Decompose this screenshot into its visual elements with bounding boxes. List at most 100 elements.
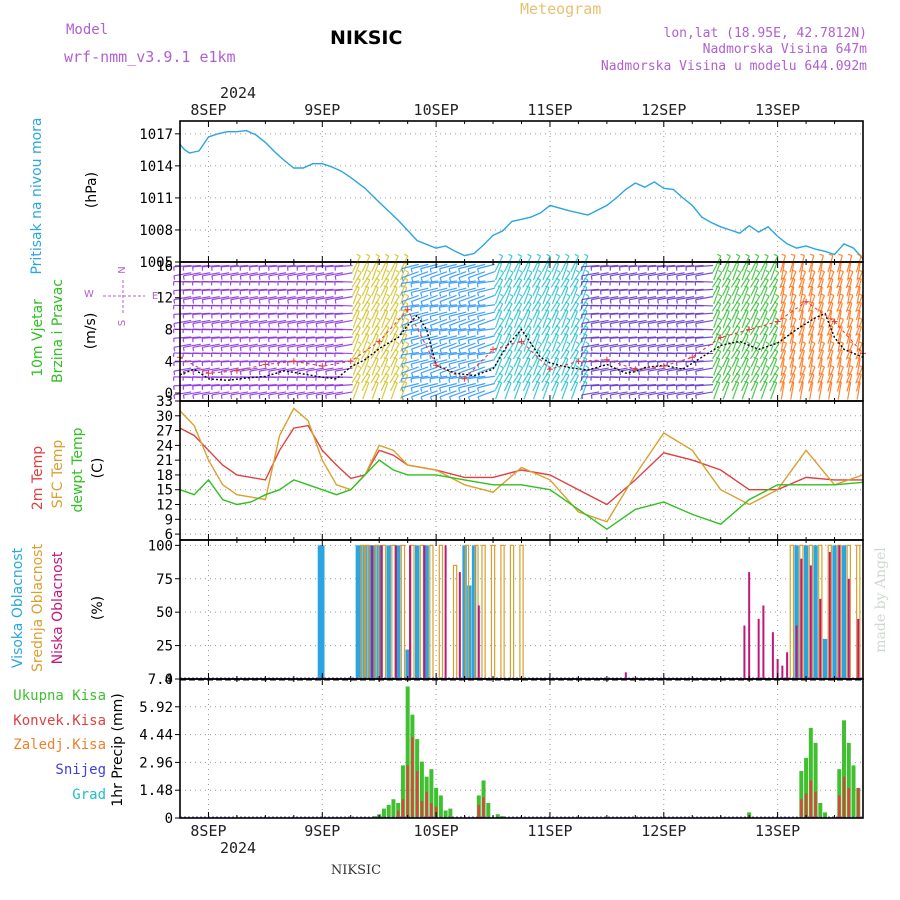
wind-barb-tick <box>609 299 612 304</box>
cloud-bar-mid <box>481 544 486 680</box>
wind-barb-tick <box>467 348 471 354</box>
wind-barb <box>503 296 514 312</box>
wind-barb <box>817 326 824 344</box>
wind-barb <box>467 304 486 308</box>
wind-barb <box>713 358 721 376</box>
wind-barb-tick <box>249 275 252 280</box>
cloud-bar-low <box>781 665 784 679</box>
wind-barb <box>855 271 863 289</box>
wind-barb <box>638 296 657 301</box>
wind-barb <box>351 343 362 360</box>
cloud-bar-high <box>405 649 410 679</box>
wind-barb-tick <box>666 394 669 400</box>
wind-barb <box>352 287 360 305</box>
wind-barb-tick <box>357 365 362 369</box>
wind-barb <box>541 272 552 288</box>
wind-barb-tick <box>420 277 423 282</box>
wind-barb <box>494 311 503 328</box>
cloud-bar-mid <box>500 544 505 680</box>
wind-barb <box>570 351 580 368</box>
wind-barb <box>730 367 742 384</box>
wind-barb-tick <box>746 269 751 274</box>
cloud-bar-low <box>800 558 803 679</box>
temperature-ytick-label: 6 <box>165 527 173 543</box>
wind-barb <box>297 391 315 396</box>
wind-barb <box>381 358 389 376</box>
cloud-bar-mid <box>365 544 370 680</box>
wind-barb-tick <box>727 269 732 274</box>
precip-bar-conv <box>425 791 428 818</box>
wind-barb <box>619 312 638 315</box>
wind-barb <box>389 296 400 312</box>
cloud-ytick-label: 50 <box>156 605 173 621</box>
wind-barb <box>740 272 751 288</box>
wind-barb <box>389 367 400 384</box>
precip-bar-conv <box>406 765 409 818</box>
wind-barb <box>381 334 389 352</box>
wind-barb <box>570 374 580 392</box>
wind-barb <box>430 359 448 365</box>
wind-barb <box>732 263 740 281</box>
wind-barb <box>750 255 760 273</box>
wind-barb <box>360 319 372 336</box>
wind-barb-tick <box>458 301 461 306</box>
wind-barb <box>741 311 749 328</box>
wind-barb-tick <box>528 293 533 297</box>
wind-barb <box>221 319 239 325</box>
bottom-day-labels: 8SEP 9SEP 10SEP 11SEP 12SEP 13SEP <box>190 822 800 840</box>
wind-barb <box>268 360 287 363</box>
wind-barb-tick <box>367 341 372 345</box>
wind-barb <box>192 391 211 396</box>
wind-barb <box>334 264 353 268</box>
wind-barb-tick <box>685 275 688 280</box>
wind-barb <box>449 318 467 326</box>
wind-barb <box>370 296 381 312</box>
temperature-ytick-label: 24 <box>156 438 173 454</box>
wind-barb-tick <box>828 253 833 256</box>
wind-barb <box>316 384 334 387</box>
wind-barb <box>790 358 795 376</box>
wind-barb <box>722 351 731 368</box>
wind-barb <box>449 359 467 365</box>
wind-barb <box>202 343 220 348</box>
wind-barb <box>648 384 666 387</box>
wind-barb-tick <box>296 347 299 352</box>
wind-barb <box>855 295 863 313</box>
wind-barb <box>685 384 704 387</box>
wind-barb-tick <box>695 323 697 328</box>
wind-barb-tick <box>547 293 552 297</box>
wind-barb <box>817 295 825 313</box>
wind-barb-tick <box>420 363 423 368</box>
wind-barb <box>401 271 419 279</box>
wind-barb <box>600 272 619 277</box>
wind-barb <box>259 336 277 339</box>
wind-barb <box>713 263 721 281</box>
wind-barb-tick <box>420 396 423 401</box>
temperature-ytick-label: 21 <box>156 453 173 469</box>
cloud-bar-low <box>444 545 447 679</box>
wind-barb <box>740 255 750 273</box>
wind-barb <box>371 279 380 296</box>
wind-barb <box>493 367 505 384</box>
wind-barb <box>439 318 457 326</box>
wind-barb <box>551 255 561 273</box>
wind-barb <box>542 358 550 376</box>
wind-barb <box>467 375 486 380</box>
wind-barb-tick <box>628 323 631 328</box>
wind-barb-tick <box>410 292 413 297</box>
wind-barb-tick <box>268 394 271 400</box>
wind-barb <box>361 327 371 344</box>
wind-barb-tick <box>277 275 280 280</box>
wind-barb <box>513 263 522 281</box>
precip-bar-total <box>495 814 500 818</box>
wind-barb <box>448 304 467 308</box>
wind-barb <box>278 367 296 372</box>
wind-barb <box>817 342 825 360</box>
wind-barb <box>477 280 495 284</box>
wind-barb-tick <box>676 371 678 376</box>
wind-barb <box>523 334 531 352</box>
wind-barb-tick <box>676 275 678 280</box>
wind-barb <box>268 288 287 292</box>
wind-barb-tick <box>800 253 805 256</box>
